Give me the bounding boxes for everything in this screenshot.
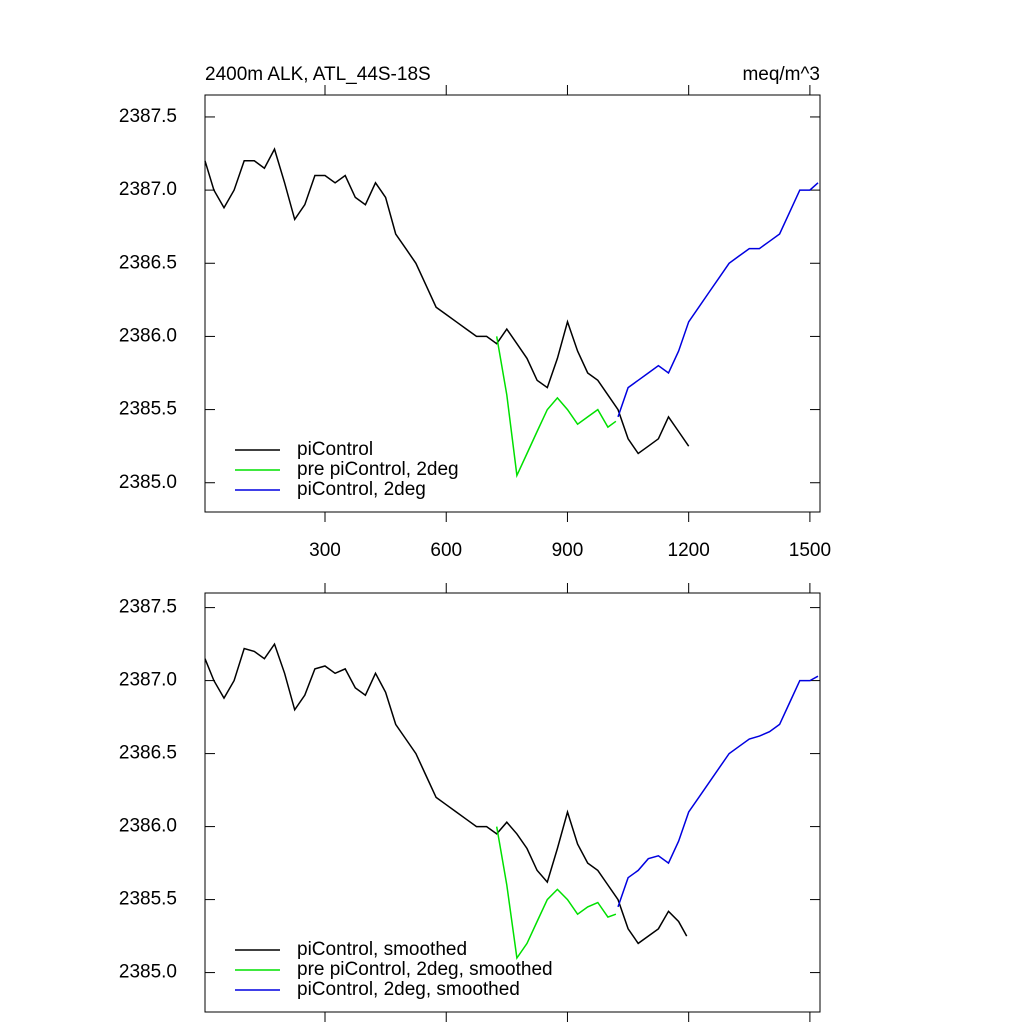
plot-frame bbox=[204, 592, 821, 1013]
y-tick-label: 2387.0 bbox=[119, 670, 177, 691]
chart-title: 2400m ALK, ATL_44S-18S bbox=[205, 64, 431, 85]
y-tick-label: 2385.5 bbox=[119, 889, 177, 910]
y-tick-label: 2386.0 bbox=[119, 325, 177, 346]
x-tick-label: 1200 bbox=[668, 540, 710, 561]
series-line bbox=[204, 147, 690, 455]
legend-label: piControl bbox=[297, 439, 373, 460]
y-tick-label: 2386.5 bbox=[119, 743, 177, 764]
y-tick-label: 2385.5 bbox=[119, 399, 177, 420]
x-tick-label: 900 bbox=[552, 540, 584, 561]
x-tick-label: 600 bbox=[430, 540, 462, 561]
y-tick-label: 2386.5 bbox=[119, 252, 177, 273]
series-line bbox=[617, 182, 819, 418]
y-tick-label: 2386.0 bbox=[119, 816, 177, 837]
series-line bbox=[495, 826, 617, 961]
y-tick-label: 2385.0 bbox=[119, 962, 177, 983]
x-tick-label: 1500 bbox=[789, 540, 831, 561]
series-line bbox=[204, 642, 688, 945]
legend-label: piControl, 2deg bbox=[297, 479, 426, 500]
plot-frame bbox=[204, 94, 821, 513]
y-tick-label: 2387.5 bbox=[119, 597, 177, 618]
legend-label: piControl, 2deg, smoothed bbox=[297, 979, 520, 1000]
series-line bbox=[495, 336, 617, 479]
legend-label: piControl, smoothed bbox=[297, 939, 467, 960]
series-line bbox=[617, 675, 819, 908]
y-tick-label: 2387.5 bbox=[119, 106, 177, 127]
legend-label: pre piControl, 2deg, smoothed bbox=[297, 959, 553, 980]
legend-label: pre piControl, 2deg bbox=[297, 459, 459, 480]
x-tick-label: 300 bbox=[309, 540, 341, 561]
units-label: meq/m^3 bbox=[742, 64, 820, 85]
y-tick-label: 2385.0 bbox=[119, 472, 177, 493]
y-tick-label: 2387.0 bbox=[119, 179, 177, 200]
